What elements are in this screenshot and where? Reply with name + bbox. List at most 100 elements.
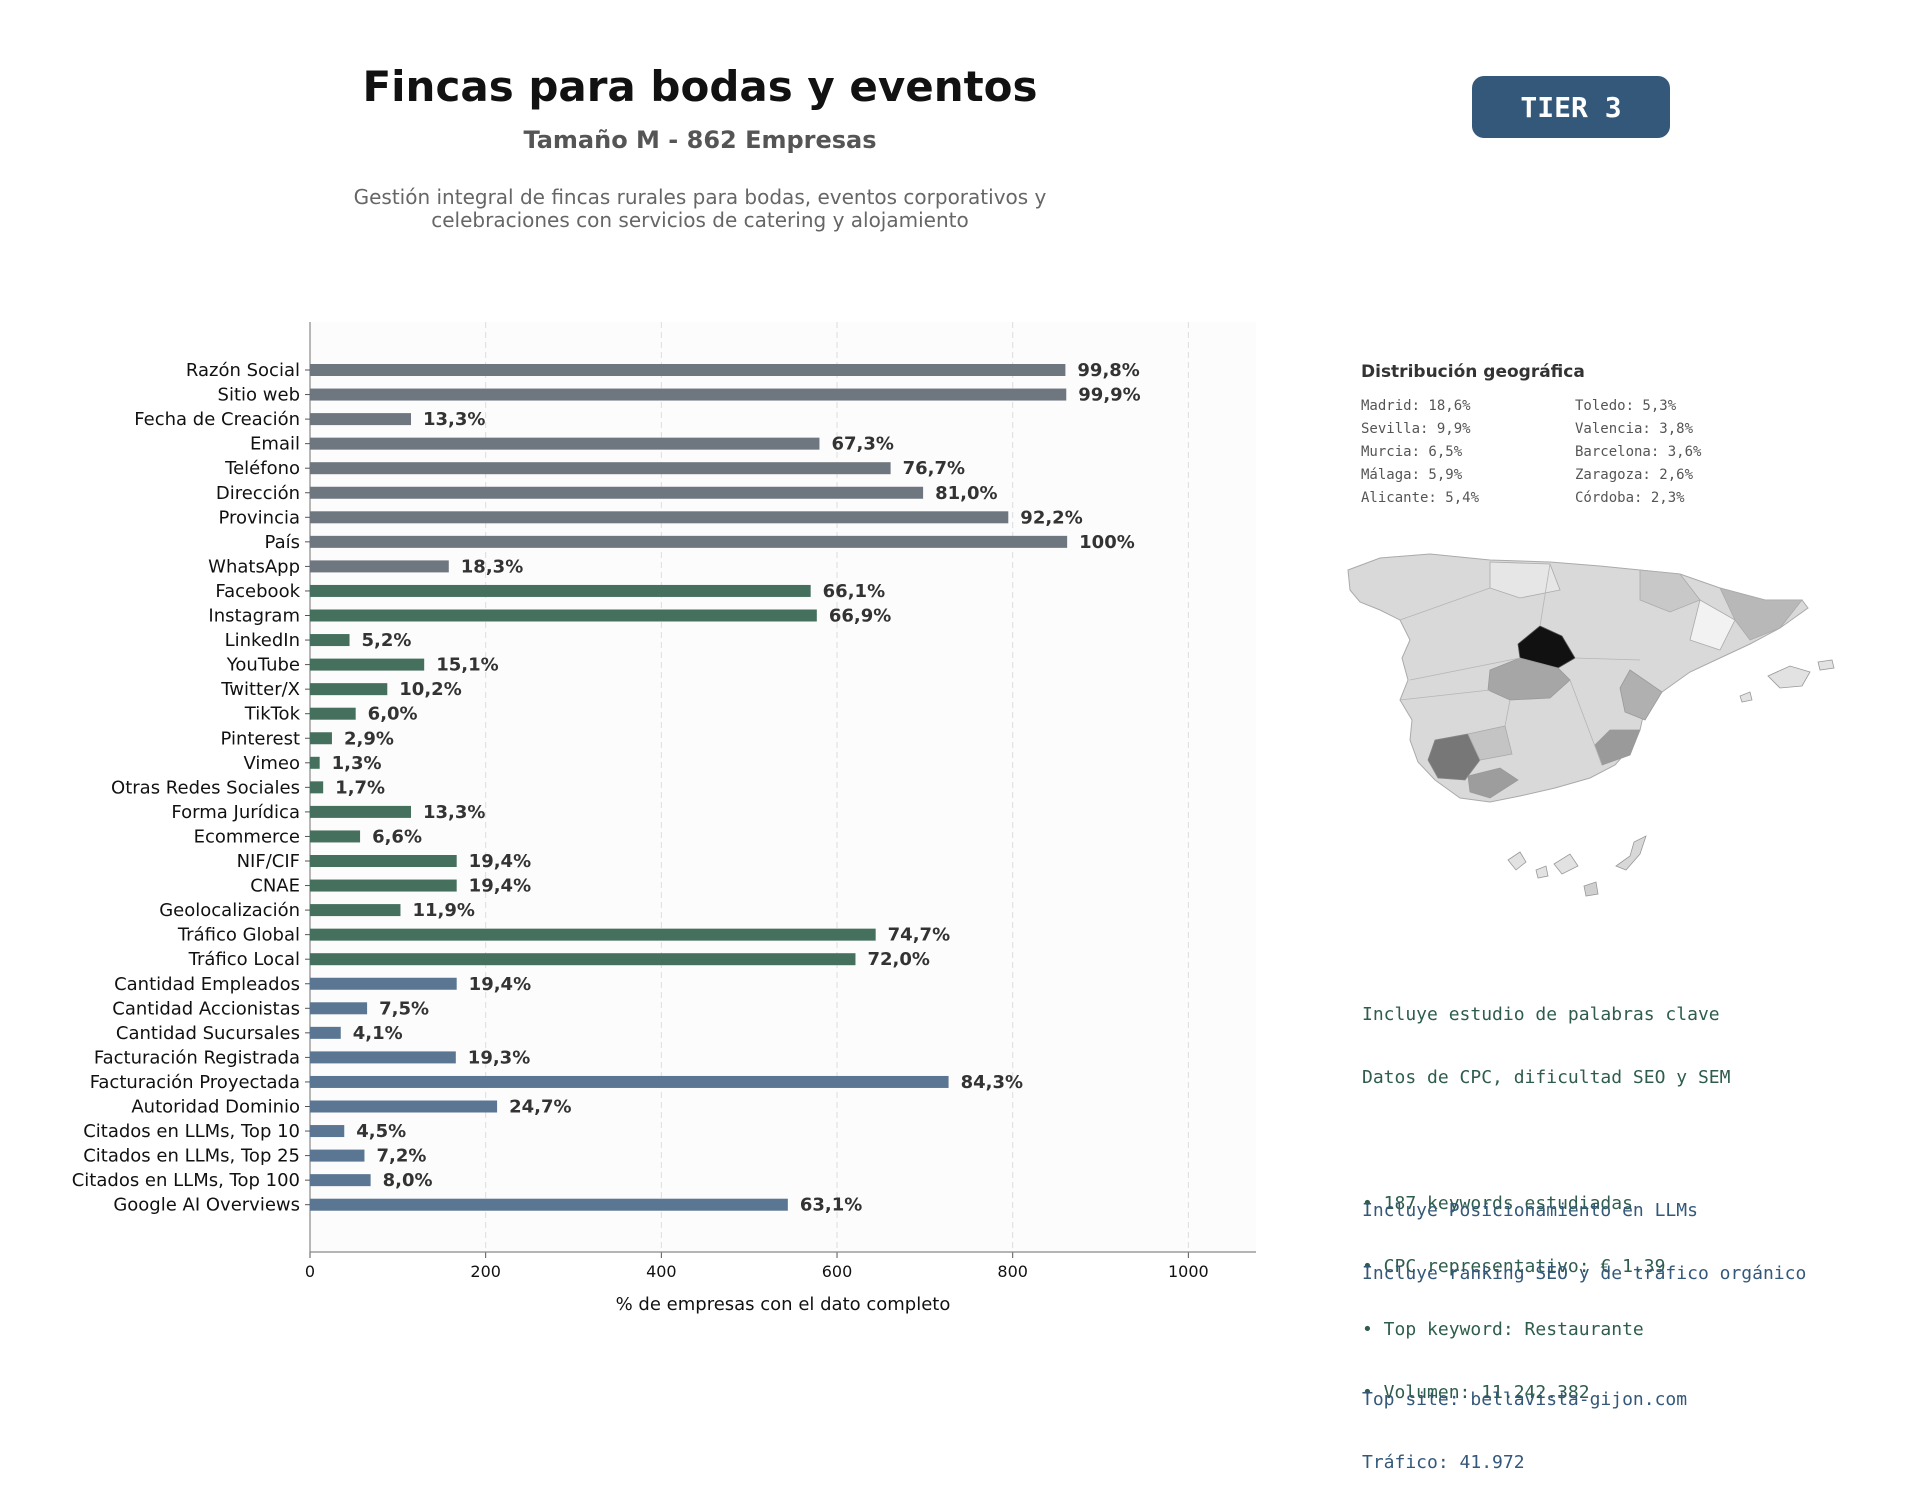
category-label: Tráfico Local: [188, 949, 300, 970]
page-subtitle: Tamaño M - 862 Empresas: [523, 126, 877, 154]
category-label: Geolocalización: [159, 900, 300, 921]
category-label: WhatsApp: [208, 556, 300, 577]
category-label: Fecha de Creación: [134, 409, 300, 430]
category-label: Email: [250, 434, 300, 455]
data-label: 5,2%: [362, 630, 412, 651]
category-label: Forma Jurídica: [171, 802, 300, 823]
geo-item: Murcia: 6,5%: [1361, 444, 1463, 460]
category-label: Dirección: [216, 483, 300, 504]
category-label: País: [265, 532, 300, 553]
bar: [310, 511, 1009, 524]
bar: [310, 1174, 371, 1187]
bar: [310, 634, 350, 647]
bar: [310, 560, 449, 573]
x-tick-label: 200: [470, 1262, 501, 1281]
bar: [310, 830, 361, 843]
data-label: 100%: [1079, 532, 1135, 553]
data-label: 1,7%: [335, 777, 385, 798]
category-label: Facturación Proyectada: [90, 1072, 300, 1093]
x-tick-label: 600: [822, 1262, 853, 1281]
data-label: 4,1%: [353, 1023, 403, 1044]
keywords-bullet: • Top keyword: Restaurante: [1362, 1319, 1644, 1340]
geo-list: Madrid: 18,6% Toledo: 5,3% Sevilla: 9,9%…: [1361, 398, 1741, 506]
geo-item: Málaga: 5,9%: [1361, 467, 1463, 483]
x-tick-label: 400: [646, 1262, 677, 1281]
data-label: 76,7%: [903, 458, 965, 479]
bar: [310, 1100, 498, 1113]
data-label: 19,4%: [469, 876, 531, 897]
geo-item: Sevilla: 9,9%: [1361, 421, 1471, 437]
data-label: 84,3%: [961, 1072, 1023, 1093]
data-label: 99,9%: [1078, 385, 1140, 406]
data-label: 10,2%: [399, 679, 461, 700]
category-label: Cantidad Accionistas: [112, 998, 300, 1019]
bar: [310, 364, 1066, 376]
geo-item: Zaragoza: 2,6%: [1575, 467, 1694, 483]
keywords-bullet: • 187 keywords estudiadas: [1362, 1193, 1633, 1214]
x-tick-label: 800: [997, 1262, 1028, 1281]
data-label: 18,3%: [461, 556, 523, 577]
keywords-panel: Incluye estudio de palabras clave Datos …: [1362, 962, 1730, 1424]
bar: [310, 388, 1067, 401]
bar: [310, 805, 412, 818]
llm-line-2: Incluye ranking SEO y de tráfico orgánic…: [1362, 1263, 1807, 1284]
bar: [310, 1002, 368, 1015]
category-label: NIF/CIF: [237, 851, 300, 872]
description: Gestión integral de fincas rurales para …: [0, 186, 1400, 232]
category-label: Tráfico Global: [177, 925, 300, 946]
geo-item: Toledo: 5,3%: [1575, 398, 1677, 414]
category-label: Cantidad Sucursales: [116, 1023, 300, 1044]
data-label: 1,3%: [332, 753, 382, 774]
bar: [310, 928, 876, 941]
data-label: 92,2%: [1020, 507, 1082, 528]
keywords-line-1: Incluye estudio de palabras clave: [1362, 1004, 1720, 1025]
llm-panel: Incluye Posicionamiento en LLMs Incluye …: [1362, 1158, 1806, 1494]
data-label: 19,3%: [468, 1047, 530, 1068]
bar: [310, 756, 320, 769]
bar: [310, 732, 332, 745]
tier-badge: TIER 3: [1472, 76, 1670, 138]
data-label: 72,0%: [867, 949, 929, 970]
category-label: Google AI Overviews: [113, 1195, 300, 1216]
bar: [310, 535, 1068, 548]
bar: [310, 855, 457, 867]
data-label: 66,9%: [829, 606, 891, 627]
category-label: YouTube: [226, 655, 300, 676]
data-label: 15,1%: [436, 655, 498, 676]
data-label: 63,1%: [800, 1195, 862, 1216]
category-label: Facebook: [215, 581, 300, 602]
data-label: 67,3%: [831, 434, 893, 455]
category-label: Facturación Registrada: [94, 1047, 300, 1068]
bar: [310, 977, 457, 990]
bar: [310, 609, 817, 622]
bar-chart: 0 200 400 600 800 1000 % de empresas con el da…: [72, 322, 1256, 1315]
top-site: Top site: bellavista-gijon.com: [1362, 1389, 1688, 1410]
data-label: 11,9%: [412, 900, 474, 921]
bar: [310, 486, 924, 499]
bar: [310, 1198, 788, 1211]
bar: [310, 1075, 949, 1088]
geo-item: Córdoba: 2,3%: [1575, 490, 1685, 506]
data-label: 2,9%: [344, 728, 394, 749]
data-label: 13,3%: [423, 802, 485, 823]
category-label: Sitio web: [218, 385, 300, 406]
description-line-1: Gestión integral de fincas rurales para …: [353, 185, 1047, 209]
category-label: TikTok: [244, 704, 301, 725]
category-label: Citados en LLMs, Top 100: [72, 1170, 300, 1191]
bar: [310, 413, 412, 426]
data-label: 7,5%: [379, 998, 429, 1019]
category-label: Autoridad Dominio: [131, 1097, 300, 1118]
category-label: Cantidad Empleados: [114, 974, 300, 995]
data-label: 7,2%: [376, 1146, 426, 1167]
bar: [310, 1051, 456, 1064]
bar: [310, 683, 388, 696]
data-label: 19,4%: [469, 851, 531, 872]
keywords-line-2: Datos de CPC, dificultad SEO y SEM: [1362, 1067, 1731, 1088]
data-label: 6,0%: [368, 704, 418, 725]
category-label: Razón Social: [186, 360, 300, 381]
plot-area: [310, 322, 1256, 1252]
description-line-2: celebraciones con servicios de catering …: [431, 208, 969, 232]
data-label: 99,8%: [1077, 360, 1139, 381]
bar: [310, 879, 457, 892]
data-label: 13,3%: [423, 409, 485, 430]
